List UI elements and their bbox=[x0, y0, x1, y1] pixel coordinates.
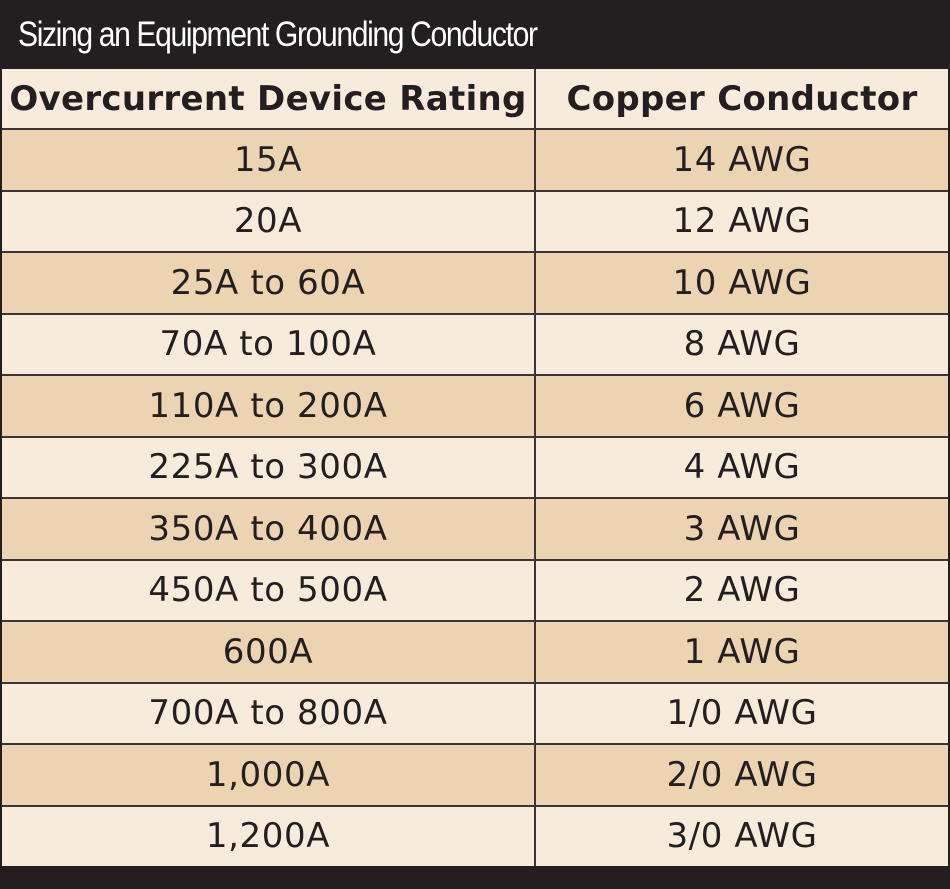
rating-cell: 225A to 300A bbox=[2, 435, 536, 499]
table-row: 450A to 500A 2 AWG bbox=[2, 558, 948, 622]
table-row: 15A 14 AWG bbox=[2, 128, 948, 192]
rating-cell: 450A to 500A bbox=[2, 558, 536, 622]
conductor-cell: 2 AWG bbox=[534, 558, 948, 622]
conductor-cell: 3/0 AWG bbox=[534, 804, 948, 866]
title-bar: Sizing an Equipment Grounding Conductor bbox=[2, 0, 948, 69]
header-row: Overcurrent Device Rating Copper Conduct… bbox=[2, 69, 948, 130]
rating-cell: 110A to 200A bbox=[2, 374, 536, 438]
rating-cell: 600A bbox=[2, 620, 536, 684]
conductor-cell: 3 AWG bbox=[534, 497, 948, 561]
rating-cell: 15A bbox=[2, 128, 536, 192]
table-row: 700A to 800A 1/0 AWG bbox=[2, 681, 948, 745]
conductor-cell: 2/0 AWG bbox=[534, 743, 948, 807]
table-row: 600A 1 AWG bbox=[2, 620, 948, 684]
table-row: 20A 12 AWG bbox=[2, 189, 948, 253]
conductor-cell: 6 AWG bbox=[534, 374, 948, 438]
rating-cell: 70A to 100A bbox=[2, 312, 536, 376]
rating-cell: 1,000A bbox=[2, 743, 536, 807]
table-row: 70A to 100A 8 AWG bbox=[2, 312, 948, 376]
rating-cell: 700A to 800A bbox=[2, 681, 536, 745]
column-header-rating: Overcurrent Device Rating bbox=[2, 69, 536, 130]
grounding-conductor-table: Overcurrent Device Rating Copper Conduct… bbox=[2, 69, 948, 866]
conductor-cell: 8 AWG bbox=[534, 312, 948, 376]
table-row: 225A to 300A 4 AWG bbox=[2, 435, 948, 499]
rating-cell: 350A to 400A bbox=[2, 497, 536, 561]
rating-cell: 1,200A bbox=[2, 804, 536, 866]
table-row: 1,000A 2/0 AWG bbox=[2, 743, 948, 807]
conductor-cell: 1/0 AWG bbox=[534, 681, 948, 745]
table-row: 1,200A 3/0 AWG bbox=[2, 804, 948, 866]
conductor-cell: 12 AWG bbox=[534, 189, 948, 253]
table-row: 350A to 400A 3 AWG bbox=[2, 497, 948, 561]
rating-cell: 25A to 60A bbox=[2, 251, 536, 315]
conductor-cell: 14 AWG bbox=[534, 128, 948, 192]
table-row: 110A to 200A 6 AWG bbox=[2, 374, 948, 438]
table-row: 25A to 60A 10 AWG bbox=[2, 251, 948, 315]
conductor-cell: 4 AWG bbox=[534, 435, 948, 499]
column-header-conductor: Copper Conductor bbox=[534, 69, 948, 130]
conductor-cell: 10 AWG bbox=[534, 251, 948, 315]
table-title: Sizing an Equipment Grounding Conductor bbox=[18, 14, 538, 54]
conductor-cell: 1 AWG bbox=[534, 620, 948, 684]
rating-cell: 20A bbox=[2, 189, 536, 253]
